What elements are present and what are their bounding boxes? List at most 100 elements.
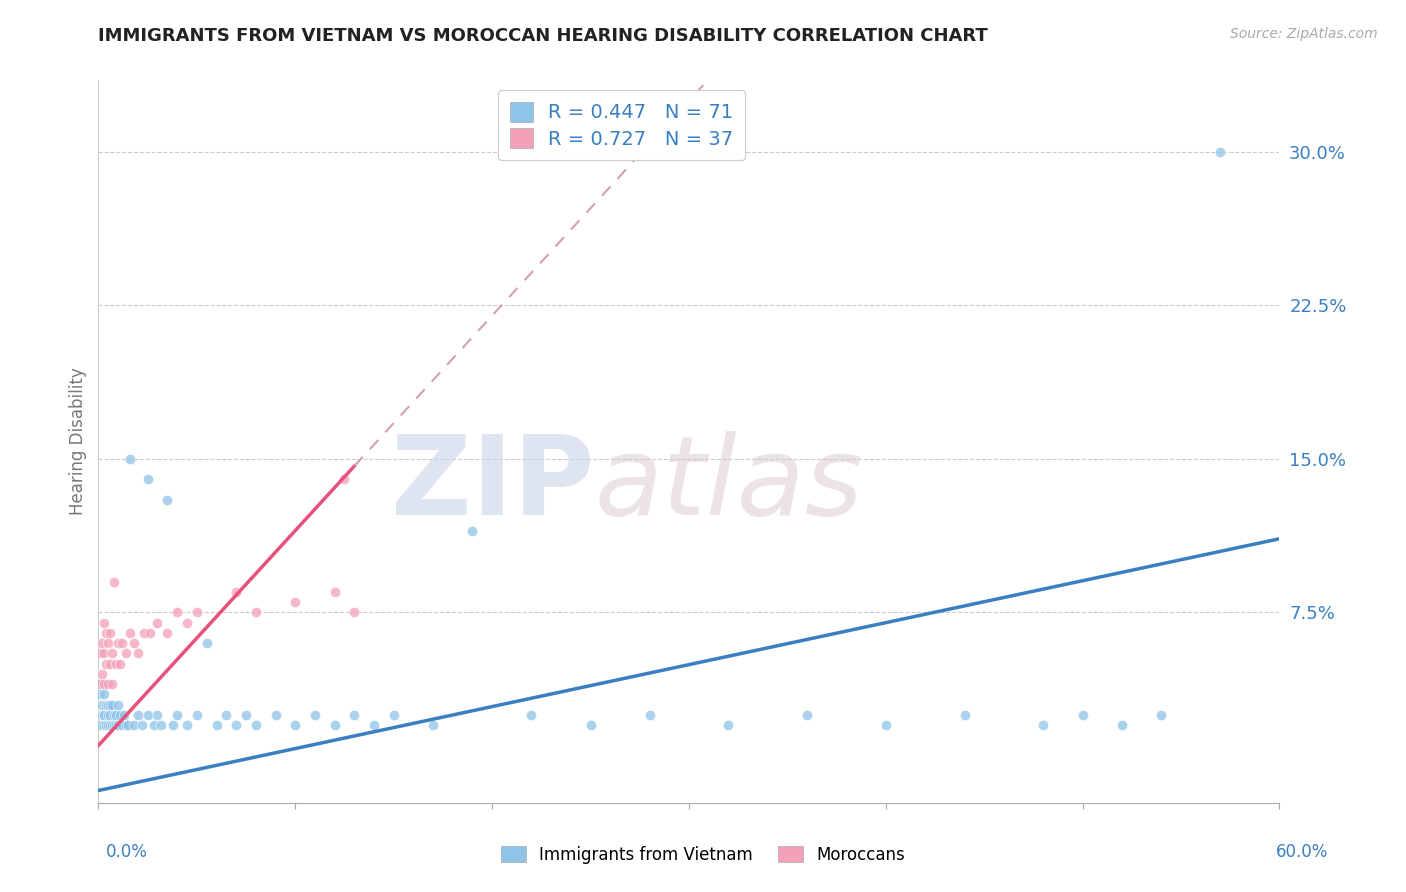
- Point: [118, 452, 141, 467]
- Point: [146, 615, 169, 630]
- Point: [520, 707, 543, 722]
- Point: [93, 677, 115, 691]
- Point: [166, 606, 188, 620]
- Point: [98, 657, 121, 671]
- Point: [717, 718, 740, 732]
- Point: [103, 574, 125, 589]
- Point: [108, 657, 131, 671]
- Point: [89, 687, 111, 701]
- Point: [98, 718, 121, 732]
- Point: [1071, 707, 1094, 722]
- Point: [796, 707, 818, 722]
- Point: [156, 492, 179, 507]
- Point: [101, 677, 124, 691]
- Y-axis label: Hearing Disability: Hearing Disability: [69, 368, 87, 516]
- Point: [875, 718, 897, 732]
- Point: [117, 718, 139, 732]
- Point: [107, 636, 129, 650]
- Point: [89, 677, 111, 691]
- Point: [97, 718, 120, 732]
- Point: [96, 626, 118, 640]
- Point: [176, 718, 198, 732]
- Point: [96, 718, 118, 732]
- Point: [343, 606, 366, 620]
- Point: [304, 707, 326, 722]
- Point: [142, 718, 165, 732]
- Point: [136, 707, 159, 722]
- Point: [105, 718, 128, 732]
- Point: [91, 698, 114, 712]
- Point: [93, 707, 115, 722]
- Point: [138, 626, 160, 640]
- Point: [89, 718, 111, 732]
- Point: [122, 718, 145, 732]
- Point: [422, 718, 444, 732]
- Point: [131, 718, 153, 732]
- Point: [186, 606, 208, 620]
- Point: [105, 657, 128, 671]
- Point: [1111, 718, 1133, 732]
- Point: [953, 707, 976, 722]
- Point: [225, 718, 247, 732]
- Point: [333, 472, 356, 486]
- Point: [343, 707, 366, 722]
- Point: [382, 707, 405, 722]
- Point: [115, 718, 138, 732]
- Point: [97, 677, 120, 691]
- Point: [1150, 707, 1173, 722]
- Legend: R = 0.447   N = 71, R = 0.727   N = 37: R = 0.447 N = 71, R = 0.727 N = 37: [498, 90, 745, 161]
- Point: [108, 707, 131, 722]
- Point: [225, 585, 247, 599]
- Point: [150, 718, 173, 732]
- Point: [111, 636, 134, 650]
- Point: [101, 646, 124, 660]
- Point: [461, 524, 484, 538]
- Text: ZIP: ZIP: [391, 432, 595, 539]
- Point: [579, 718, 602, 732]
- Point: [166, 707, 188, 722]
- Text: Source: ZipAtlas.com: Source: ZipAtlas.com: [1230, 27, 1378, 41]
- Point: [91, 636, 114, 650]
- Point: [91, 666, 114, 681]
- Point: [115, 646, 138, 660]
- Point: [101, 718, 124, 732]
- Point: [97, 707, 120, 722]
- Point: [105, 707, 128, 722]
- Point: [122, 636, 145, 650]
- Point: [1032, 718, 1054, 732]
- Point: [101, 698, 124, 712]
- Point: [93, 687, 115, 701]
- Point: [363, 718, 385, 732]
- Point: [91, 677, 114, 691]
- Point: [118, 626, 141, 640]
- Point: [638, 707, 661, 722]
- Point: [107, 698, 129, 712]
- Point: [98, 698, 121, 712]
- Point: [323, 718, 346, 732]
- Point: [205, 718, 228, 732]
- Point: [136, 472, 159, 486]
- Point: [132, 626, 155, 640]
- Point: [97, 636, 120, 650]
- Text: 60.0%: 60.0%: [1277, 843, 1329, 861]
- Point: [245, 718, 267, 732]
- Point: [284, 718, 307, 732]
- Legend: Immigrants from Vietnam, Moroccans: Immigrants from Vietnam, Moroccans: [495, 839, 911, 871]
- Point: [89, 646, 111, 660]
- Point: [127, 707, 149, 722]
- Point: [284, 595, 307, 609]
- Point: [176, 615, 198, 630]
- Point: [96, 698, 118, 712]
- Point: [98, 626, 121, 640]
- Point: [103, 707, 125, 722]
- Point: [245, 606, 267, 620]
- Point: [1209, 145, 1232, 159]
- Point: [127, 646, 149, 660]
- Point: [91, 707, 114, 722]
- Point: [162, 718, 184, 732]
- Point: [323, 585, 346, 599]
- Point: [186, 707, 208, 722]
- Point: [98, 707, 121, 722]
- Point: [111, 718, 134, 732]
- Point: [93, 615, 115, 630]
